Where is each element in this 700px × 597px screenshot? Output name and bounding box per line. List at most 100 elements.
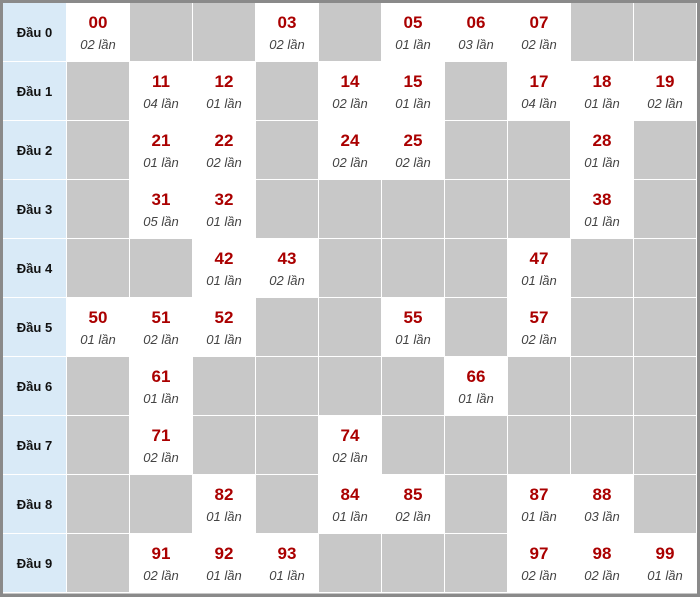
row-header: Đầu 8 [3, 475, 67, 534]
count: 01 lần [206, 331, 242, 347]
empty-cell [193, 357, 256, 416]
empty-cell [382, 534, 445, 593]
empty-cell [445, 180, 508, 239]
empty-cell [256, 121, 319, 180]
count: 02 lần [521, 331, 557, 347]
number-cell: 93 01 lần [256, 534, 319, 593]
number: 00 [88, 12, 108, 32]
count: 01 lần [458, 390, 494, 406]
count: 01 lần [206, 508, 242, 524]
number: 14 [340, 71, 360, 91]
count: 01 lần [80, 331, 116, 347]
empty-cell [634, 180, 697, 239]
count: 02 lần [332, 95, 368, 111]
count: 04 lần [521, 95, 557, 111]
number-cell: 87 01 lần [508, 475, 571, 534]
number-cell: 17 04 lần [508, 62, 571, 121]
count: 01 lần [143, 154, 179, 170]
number-cell: 47 01 lần [508, 239, 571, 298]
number: 91 [151, 543, 171, 563]
number-cell: 21 01 lần [130, 121, 193, 180]
table-row: Đầu 1 11 04 lần 12 01 lần 14 02 lần 15 01 lần 17 0… [3, 62, 697, 121]
empty-cell [508, 416, 571, 475]
row-header: Đầu 3 [3, 180, 67, 239]
number-cell: 88 03 lần [571, 475, 634, 534]
number-cell: 32 01 lần [193, 180, 256, 239]
empty-cell [256, 357, 319, 416]
number: 52 [214, 307, 234, 327]
number: 98 [592, 543, 612, 563]
row-header: Đầu 2 [3, 121, 67, 180]
empty-cell [445, 239, 508, 298]
number-cell: 24 02 lần [319, 121, 382, 180]
empty-cell [634, 298, 697, 357]
empty-cell [67, 62, 130, 121]
table-row: Đầu 0 00 02 lần 03 02 lần 05 01 lần 06 03 lần 07 0… [3, 3, 697, 62]
empty-cell [67, 357, 130, 416]
empty-cell [67, 121, 130, 180]
number-cell: 25 02 lần [382, 121, 445, 180]
empty-cell [256, 298, 319, 357]
number: 42 [214, 248, 234, 268]
table-row: Đầu 4 42 01 lần 43 02 lần 47 01 lần [3, 239, 697, 298]
number-cell: 99 01 lần [634, 534, 697, 593]
number: 84 [340, 484, 360, 504]
empty-cell [382, 416, 445, 475]
empty-cell [67, 416, 130, 475]
empty-cell [571, 357, 634, 416]
number: 88 [592, 484, 612, 504]
row-header: Đầu 0 [3, 3, 67, 62]
count: 02 lần [584, 567, 620, 583]
number-cell: 22 02 lần [193, 121, 256, 180]
empty-cell [256, 416, 319, 475]
empty-cell [508, 357, 571, 416]
table-row: Đầu 6 61 01 lần 66 01 lần [3, 357, 697, 416]
number: 15 [403, 71, 423, 91]
number: 11 [152, 71, 170, 91]
count: 02 lần [80, 36, 116, 52]
row-header: Đầu 9 [3, 534, 67, 593]
number-cell: 43 02 lần [256, 239, 319, 298]
empty-cell [319, 357, 382, 416]
number-cell: 55 01 lần [382, 298, 445, 357]
number-cell: 42 01 lần [193, 239, 256, 298]
table-row: Đầu 3 31 05 lần 32 01 lần 38 01 lần [3, 180, 697, 239]
count: 01 lần [206, 213, 242, 229]
count: 05 lần [143, 213, 179, 229]
row-header: Đầu 5 [3, 298, 67, 357]
number-cell: 71 02 lần [130, 416, 193, 475]
count: 03 lần [458, 36, 494, 52]
number-cell: 15 01 lần [382, 62, 445, 121]
number: 66 [466, 366, 486, 386]
empty-cell [445, 534, 508, 593]
number: 82 [214, 484, 234, 504]
number-cell: 03 02 lần [256, 3, 319, 62]
empty-cell [445, 62, 508, 121]
count: 01 lần [521, 508, 557, 524]
empty-cell [508, 180, 571, 239]
number: 05 [403, 12, 423, 32]
number: 57 [529, 307, 549, 327]
number: 43 [277, 248, 297, 268]
number: 03 [277, 12, 297, 32]
empty-cell [634, 3, 697, 62]
table-row: Đầu 2 21 01 lần 22 02 lần 24 02 lần 25 02 lần 28 0… [3, 121, 697, 180]
count: 02 lần [395, 154, 431, 170]
empty-cell [634, 357, 697, 416]
row-header: Đầu 4 [3, 239, 67, 298]
number: 87 [529, 484, 549, 504]
count: 02 lần [143, 567, 179, 583]
count: 02 lần [332, 449, 368, 465]
number: 97 [529, 543, 549, 563]
number: 07 [529, 12, 549, 32]
row-header: Đầu 7 [3, 416, 67, 475]
number: 93 [277, 543, 297, 563]
count: 02 lần [269, 36, 305, 52]
number-cell: 61 01 lần [130, 357, 193, 416]
number-cell: 12 01 lần [193, 62, 256, 121]
number: 31 [151, 189, 171, 209]
number-cell: 85 02 lần [382, 475, 445, 534]
number-cell: 74 02 lần [319, 416, 382, 475]
empty-cell [130, 239, 193, 298]
empty-cell [256, 475, 319, 534]
